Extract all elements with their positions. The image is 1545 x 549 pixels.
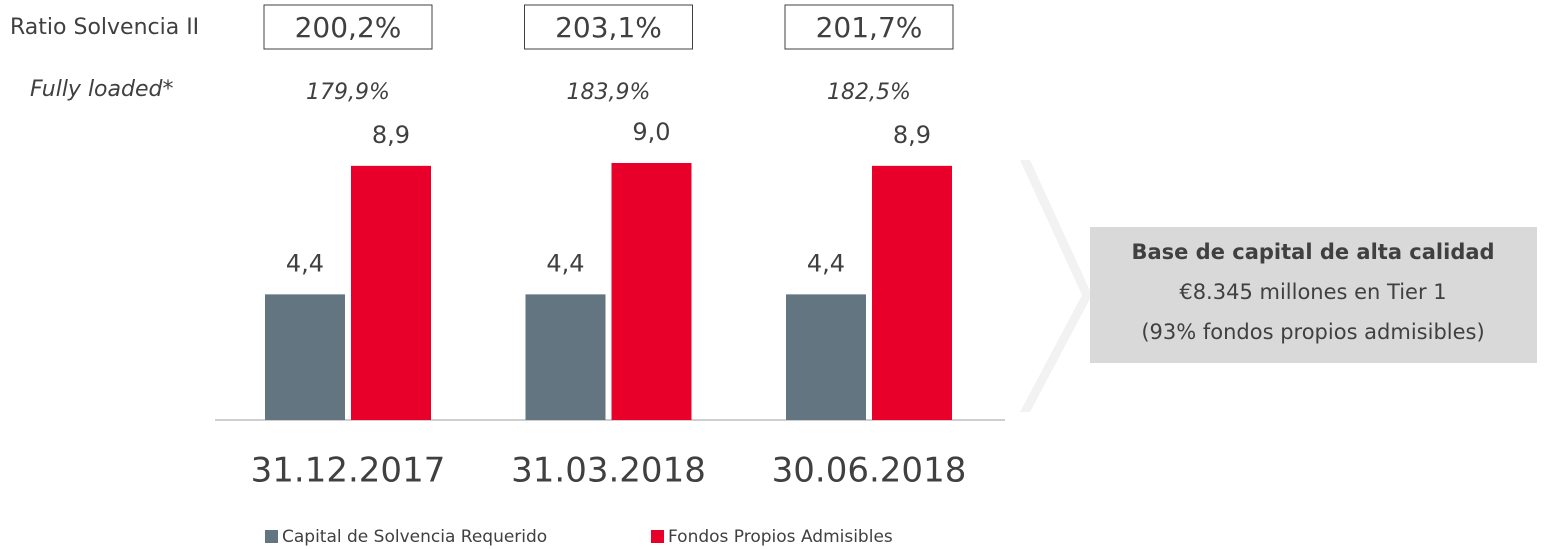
value-label: 8,9: [372, 121, 410, 149]
x-tick-label: 31.12.2017: [251, 451, 446, 491]
fully-loaded-title: Fully loaded*: [30, 77, 173, 102]
value-label: 4,4: [807, 249, 845, 277]
callout-title: Base de capital de alta calidad: [1131, 240, 1494, 264]
legend-swatch: [651, 530, 664, 543]
x-tick-label: 31.03.2018: [511, 451, 706, 491]
ratio-value: 200,2%: [295, 11, 402, 44]
ratio-value: 201,7%: [816, 11, 923, 44]
bar: [265, 294, 345, 420]
bar: [611, 163, 692, 420]
fully-loaded-value: 183,9%: [567, 80, 651, 105]
ratio-box: [263, 4, 433, 50]
value-label: 4,4: [286, 249, 324, 277]
fully-loaded-value: 179,9%: [306, 80, 390, 105]
callout-box: [1090, 227, 1537, 363]
x-tick-label: 30.06.2018: [772, 451, 967, 491]
legend-label: Fondos Propios Admisibles: [668, 527, 893, 547]
callout-line: (93% fondos propios admisibles): [1141, 320, 1484, 344]
legend-swatch: [265, 530, 278, 543]
ratio-value: 203,1%: [555, 11, 662, 44]
fully-loaded-value: 182,5%: [827, 80, 911, 105]
ratio-title: Ratio Solvencia II: [10, 15, 199, 40]
callout-line: €8.345 millones en Tier 1: [1179, 280, 1446, 304]
value-label: 4,4: [546, 249, 584, 277]
ratio-box: [784, 4, 954, 50]
bar: [786, 294, 866, 420]
legend-label: Capital de Solvencia Requerido: [282, 527, 547, 547]
ratio-box: [524, 4, 693, 50]
callout-arrow: [1020, 160, 1092, 412]
bar: [525, 294, 606, 420]
bar: [351, 165, 431, 420]
value-label: 9,0: [632, 118, 670, 146]
bar: [872, 165, 952, 420]
value-label: 8,9: [893, 121, 931, 149]
